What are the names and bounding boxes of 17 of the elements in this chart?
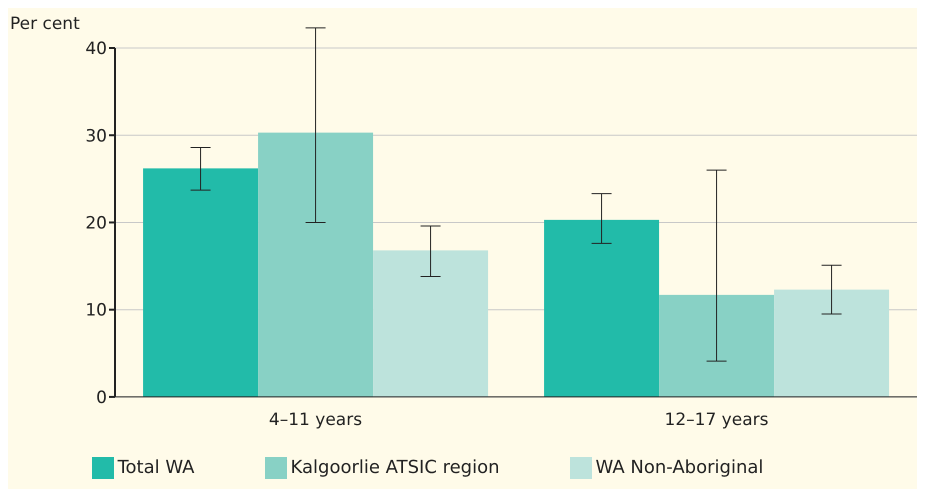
bar	[544, 220, 660, 397]
bar	[659, 294, 774, 397]
y-tick-label: 10	[85, 300, 107, 321]
bar	[143, 168, 258, 397]
y-tick-label: 30	[85, 126, 107, 146]
legend-label: Total WA	[118, 456, 194, 478]
x-tick-label: 4–11 years	[268, 410, 362, 430]
legend-label: WA Non-Aboriginal	[596, 456, 764, 478]
y-tick-label: 20	[85, 213, 107, 234]
y-axis-title: Per cent	[10, 14, 80, 34]
bar	[258, 132, 374, 397]
legend-label: Kalgoorlie ATSIC region	[290, 456, 500, 478]
bar	[373, 250, 488, 397]
bar	[774, 290, 890, 397]
y-tick-label: 0	[96, 388, 107, 408]
x-tick-label: 12–17 years	[664, 410, 769, 430]
y-tick-label: 40	[85, 39, 107, 60]
